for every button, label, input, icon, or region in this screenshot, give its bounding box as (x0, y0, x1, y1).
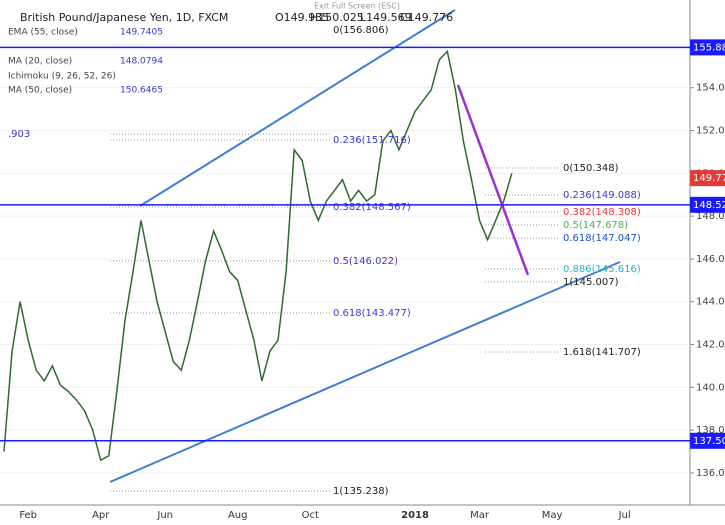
x-tick-label: Jul (618, 510, 631, 521)
x-tick-label: Mar (470, 510, 490, 521)
y-tick-label: 154.000 (696, 83, 725, 94)
fib-label: 0.5(147.678) (563, 220, 628, 231)
fib-label: 0(150.348) (563, 163, 619, 174)
trend-line (456, 84, 530, 276)
exit-fullscreen[interactable]: Exit Full Screen (ESC) (314, 2, 400, 11)
y-tick-label: 152.000 (696, 126, 725, 137)
fib-label: 0.236(149.088) (563, 190, 641, 201)
level-label: 148.528 (693, 200, 725, 211)
x-tick-label: Jun (156, 510, 173, 521)
indicator-value: 149.7405 (120, 28, 163, 38)
level-box (690, 39, 725, 56)
x-tick-label: Apr (92, 510, 110, 521)
fib-label: 0.618(143.477) (333, 308, 411, 319)
fib-label: .903 (8, 129, 30, 140)
indicator-name: Ichimoku (9, 26, 52, 26) (8, 72, 116, 82)
level-label: 155.886 (693, 42, 725, 53)
price-line (3, 49, 513, 462)
x-tick-label: Aug (228, 510, 248, 521)
x-tick-label: May (542, 510, 563, 521)
ohlc-value: C149.776 (400, 11, 453, 24)
fib-label: 1.618(141.707) (563, 347, 641, 358)
x-tick-label: Oct (302, 510, 319, 521)
fib-label: 0.618(147.047) (563, 233, 641, 244)
ohlc-value: H150.025 (310, 11, 364, 24)
channel-upper (139, 9, 456, 207)
fib-label: 0.382(148.567) (333, 202, 411, 213)
fib-label: 0.5(146.022) (333, 256, 398, 267)
y-tick-label: 148.000 (696, 211, 725, 222)
plot (0, 44, 690, 492)
x-tick-label: 2018 (401, 510, 429, 521)
level-box (690, 196, 725, 213)
fib-label: 0.886(145.616) (563, 264, 641, 275)
y-tick-label: 142.000 (696, 340, 725, 351)
y-tick-label: 136.000 (696, 468, 725, 479)
indicator-name: MA (50, close) (8, 86, 72, 96)
level-label: 137.500 (693, 436, 725, 447)
x-tick-label: Feb (19, 510, 37, 521)
last-price-label: 149.776 (693, 173, 725, 184)
fib-label: 0.382(148.308) (563, 207, 641, 218)
indicator-value: 150.6465 (120, 86, 163, 96)
indicator-name: MA (20, close) (8, 57, 72, 67)
y-tick-label: 138.000 (696, 425, 725, 436)
fib-label: 1(145.007) (563, 277, 619, 288)
indicator-name: EMA (55, close) (8, 28, 78, 38)
channel-lower (109, 261, 621, 483)
y-tick-label: 144.000 (696, 297, 725, 308)
last-price-box (690, 170, 725, 187)
y-tick-label: 146.000 (696, 254, 725, 265)
y-tick-label: 140.000 (696, 382, 725, 393)
ohlc-value: L149.569 (360, 11, 412, 24)
chart-title: British Pound/Japanese Yen, 1D, FXCM (20, 11, 228, 24)
fib-label: 0(156.806) (333, 25, 389, 36)
indicator-value: 148.0794 (120, 57, 163, 67)
ohlc-value: O149.935 (275, 11, 329, 24)
level-box (690, 432, 725, 449)
fib-label: 1(135.238) (333, 486, 389, 497)
fib-label: 0.236(151.716) (333, 135, 411, 146)
